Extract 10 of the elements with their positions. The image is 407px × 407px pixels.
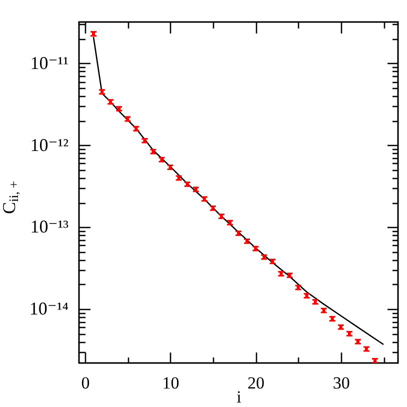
y-tick-label: 10⁻¹² [30, 134, 68, 155]
y-tick-label: 10⁻¹¹ [30, 52, 68, 73]
x-tick-label: 10 [162, 374, 180, 392]
y-tick-label: 10⁻¹³ [30, 216, 70, 237]
y-tick-label: 10⁻¹⁴ [29, 298, 68, 319]
x-tick-label: 0 [81, 374, 90, 392]
y-axis-title: Cii, + [0, 180, 21, 214]
x-axis-title: i [236, 388, 242, 406]
x-tick-label: 30 [332, 374, 350, 392]
x-tick-label: 20 [248, 374, 265, 392]
